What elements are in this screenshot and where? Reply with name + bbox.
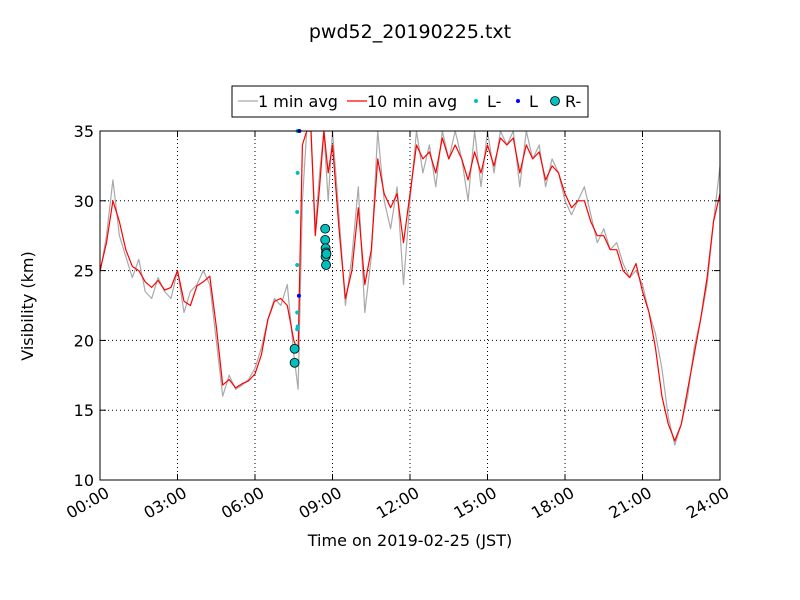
point-r <box>321 260 331 270</box>
legend-label-l: L <box>529 92 538 111</box>
point-l <box>295 170 300 175</box>
x-axis-label: Time on 2019-02-25 (JST) <box>307 531 512 550</box>
y-tick-label: 35 <box>74 122 94 141</box>
plot-area-background <box>100 131 720 480</box>
chart-title: pwd52_20190225.txt <box>309 21 511 43</box>
series-layer <box>100 131 720 446</box>
marker-layer <box>289 129 332 368</box>
legend-marker-r <box>550 96 560 106</box>
legend-label-r: R- <box>565 92 581 111</box>
y-tick-label: 10 <box>74 471 94 490</box>
y-axis-label: Visibility (km) <box>18 251 37 360</box>
point-r <box>289 343 300 354</box>
legend-label-10-min-avg: 10 min avg <box>367 92 457 111</box>
series-line-1-min-avg <box>100 131 720 446</box>
legend-marker-l <box>516 99 520 103</box>
legend-marker-l <box>474 99 478 103</box>
legend-items: 1 min avg 10 min avg L- L R- <box>238 92 581 111</box>
point-r <box>321 248 332 259</box>
point-l <box>295 324 300 329</box>
legend-frame <box>231 85 589 118</box>
y-tick-label: 20 <box>74 331 94 350</box>
legend-label-1-min-avg: 1 min avg <box>258 92 338 111</box>
legend-label-l: L- <box>487 92 501 111</box>
point-l <box>295 263 300 268</box>
legend: 1 min avg 10 min avg L- L R- <box>231 85 589 118</box>
point-l <box>296 293 301 298</box>
point-r <box>320 234 331 245</box>
point-l <box>295 310 300 315</box>
y-tick-label: 15 <box>74 401 94 420</box>
series-line-10-min-avg <box>100 131 720 442</box>
point-r <box>289 357 300 368</box>
point-l <box>295 209 300 214</box>
point-r <box>320 223 331 234</box>
y-tick-label: 30 <box>74 192 94 211</box>
y-tick-label: 25 <box>74 262 94 281</box>
